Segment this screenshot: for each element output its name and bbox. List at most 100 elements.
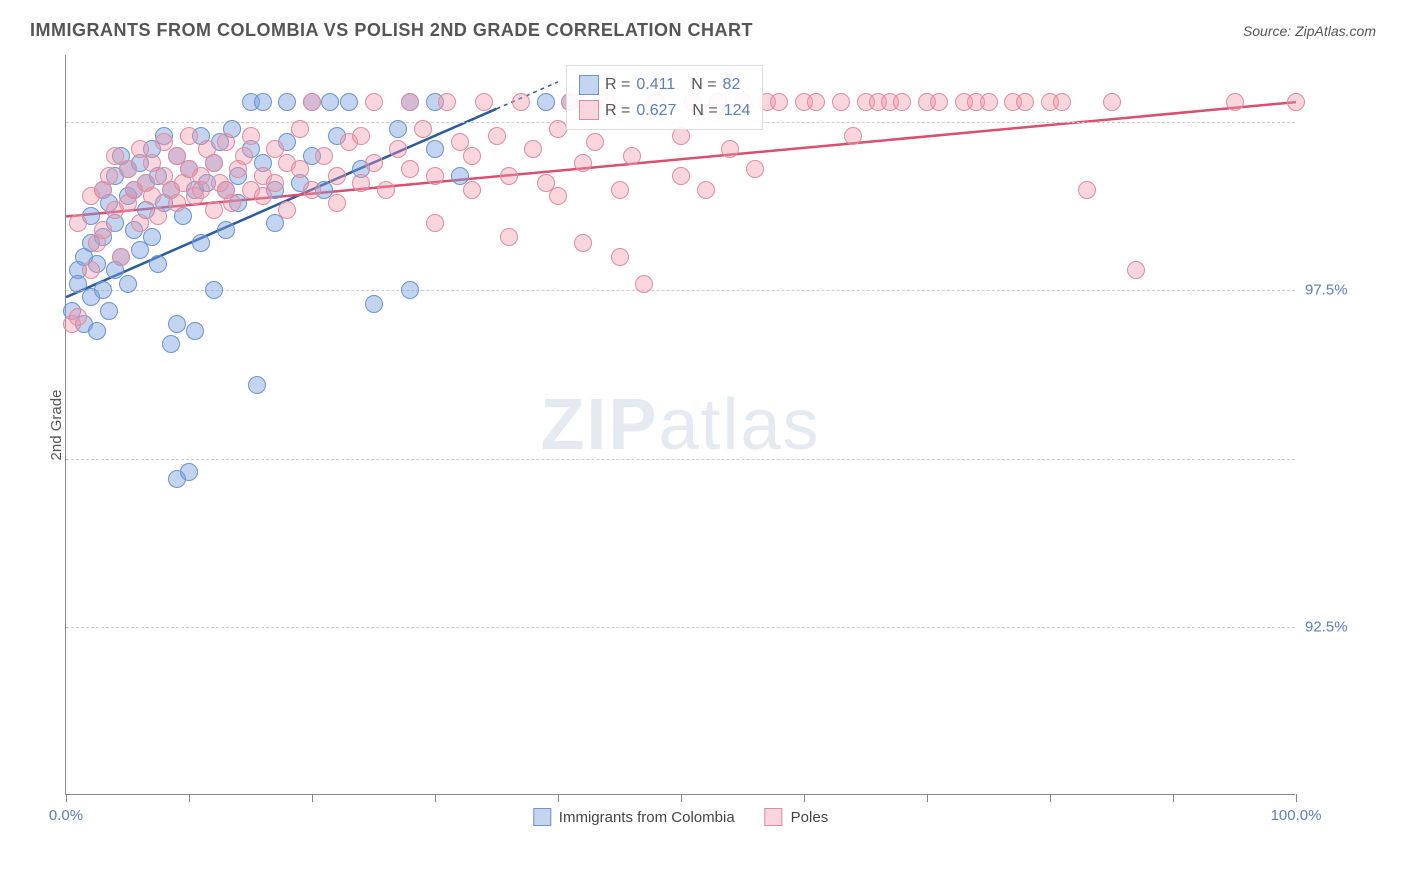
data-point (980, 93, 998, 111)
data-point (328, 194, 346, 212)
data-point (672, 167, 690, 185)
data-point (389, 140, 407, 158)
data-point (549, 120, 567, 138)
series-legend-item: Immigrants from Colombia (533, 808, 735, 826)
stats-legend: R = 0.411 N = 82 R = 0.627 N = 124 (566, 65, 763, 130)
data-point (500, 228, 518, 246)
data-point (94, 281, 112, 299)
data-point (352, 127, 370, 145)
data-point (438, 93, 456, 111)
x-tick (435, 794, 436, 802)
data-point (893, 93, 911, 111)
data-point (168, 194, 186, 212)
data-point (414, 120, 432, 138)
data-point (69, 214, 87, 232)
x-tick (66, 794, 67, 802)
data-point (697, 181, 715, 199)
series-legend-item: Poles (765, 808, 829, 826)
data-point (524, 140, 542, 158)
data-point (401, 93, 419, 111)
data-point (463, 147, 481, 165)
data-point (537, 93, 555, 111)
x-tick (1296, 794, 1297, 802)
watermark: ZIPatlas (540, 384, 820, 466)
data-point (248, 376, 266, 394)
data-point (217, 221, 235, 239)
data-point (340, 93, 358, 111)
x-tick (312, 794, 313, 802)
legend-swatch (579, 75, 599, 95)
data-point (143, 228, 161, 246)
stat-r-label: R = (605, 98, 630, 124)
data-point (721, 140, 739, 158)
data-point (623, 147, 641, 165)
legend-swatch (579, 100, 599, 120)
data-point (186, 322, 204, 340)
data-point (512, 93, 530, 111)
stat-n-label: N = (692, 98, 717, 124)
data-point (365, 154, 383, 172)
x-tick (558, 794, 559, 802)
data-point (549, 187, 567, 205)
data-point (770, 93, 788, 111)
data-point (426, 140, 444, 158)
data-point (746, 160, 764, 178)
stat-n-value: 124 (724, 98, 751, 124)
x-tick (1050, 794, 1051, 802)
data-point (389, 120, 407, 138)
data-point (192, 234, 210, 252)
data-point (205, 281, 223, 299)
data-point (426, 167, 444, 185)
x-tick (804, 794, 805, 802)
data-point (131, 214, 149, 232)
data-point (112, 248, 130, 266)
gridline (66, 627, 1295, 628)
gridline (66, 459, 1295, 460)
data-point (168, 315, 186, 333)
data-point (844, 127, 862, 145)
data-point (1127, 261, 1145, 279)
data-point (807, 93, 825, 111)
data-point (235, 147, 253, 165)
data-point (94, 221, 112, 239)
data-point (192, 181, 210, 199)
data-point (254, 93, 272, 111)
legend-swatch (765, 808, 783, 826)
chart-source: Source: ZipAtlas.com (1243, 23, 1376, 39)
x-tick (927, 794, 928, 802)
series-name: Poles (791, 809, 829, 826)
legend-swatch (533, 808, 551, 826)
data-point (143, 187, 161, 205)
data-point (266, 174, 284, 192)
data-point (1016, 93, 1034, 111)
x-tick (1173, 794, 1174, 802)
data-point (930, 93, 948, 111)
data-point (352, 174, 370, 192)
series-name: Immigrants from Colombia (559, 809, 735, 826)
x-tick-label: 0.0% (49, 807, 83, 824)
data-point (82, 261, 100, 279)
data-point (611, 181, 629, 199)
data-point (488, 127, 506, 145)
data-point (100, 302, 118, 320)
data-point (365, 295, 383, 313)
data-point (365, 93, 383, 111)
data-point (223, 194, 241, 212)
data-point (205, 154, 223, 172)
data-point (475, 93, 493, 111)
y-tick-label: 97.5% (1305, 282, 1385, 299)
gridline (66, 290, 1295, 291)
data-point (1053, 93, 1071, 111)
chart-title: IMMIGRANTS FROM COLOMBIA VS POLISH 2ND G… (30, 20, 753, 41)
data-point (635, 275, 653, 293)
data-point (205, 201, 223, 219)
stats-legend-row: R = 0.411 N = 82 (579, 72, 750, 98)
data-point (162, 335, 180, 353)
data-point (611, 248, 629, 266)
data-point (69, 308, 87, 326)
data-point (119, 275, 137, 293)
data-point (149, 207, 167, 225)
data-point (88, 322, 106, 340)
source-label: Source: (1243, 23, 1291, 39)
y-axis-label: 2nd Grade (48, 389, 65, 460)
